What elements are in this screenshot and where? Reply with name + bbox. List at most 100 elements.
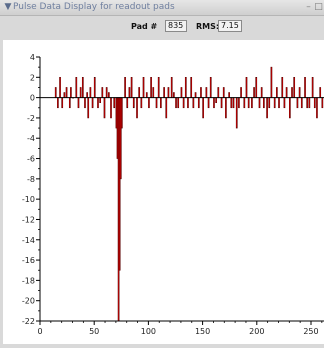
- pulse-bar: [293, 77, 296, 98]
- pulse-bar: [184, 77, 187, 98]
- y-tick-label: -16: [22, 256, 35, 265]
- pulse-bar: [101, 87, 104, 98]
- pulse-bar: [142, 77, 145, 98]
- pulse-bar: [311, 77, 314, 98]
- title-bar[interactable]: ▼ Pulse Data Display for readout pads – …: [0, 0, 324, 16]
- pulse-bar: [175, 97, 177, 109]
- pulse-bar: [128, 87, 131, 98]
- pulse-bar: [84, 97, 86, 109]
- pulse-bar: [228, 92, 230, 98]
- pulse-bar: [213, 97, 215, 109]
- x-tick-label: 250: [303, 327, 318, 336]
- x-tick-label: 150: [195, 327, 210, 336]
- pulse-bar: [79, 87, 82, 98]
- pulse-chart: 420-2-4-6-8-10-12-14-16-18-20-220 50 100 15…: [22, 53, 324, 336]
- pulse-bar: [240, 87, 242, 98]
- pulse-bar: [260, 87, 263, 98]
- pulse-bar: [57, 97, 59, 109]
- pulse-bar: [253, 87, 255, 98]
- pulse-bar: [167, 87, 170, 98]
- pulse-bar: [124, 77, 126, 98]
- pulse-bar: [177, 97, 180, 109]
- pulse-bar: [155, 97, 158, 109]
- pulse-bar: [77, 97, 80, 109]
- pulse-bar: [306, 97, 309, 109]
- pulse-bar: [313, 97, 316, 109]
- pulse-bar: [308, 97, 311, 109]
- pulse-bar: [321, 97, 324, 109]
- pulse-bar: [278, 97, 280, 109]
- pulse-bar: [113, 97, 116, 109]
- pulse-bar: [63, 92, 66, 98]
- pulse-bar: [222, 87, 225, 98]
- pulse-bar: [285, 87, 288, 98]
- pulse-bar: [225, 97, 227, 119]
- pulse-bar: [107, 92, 110, 98]
- pulse-bar: [148, 97, 150, 109]
- pulse-bar: [273, 97, 276, 109]
- pulse-bar: [121, 97, 123, 129]
- axes-group: 420-2-4-6-8-10-12-14-16-18-20-220 50 100 15…: [22, 53, 324, 336]
- pulse-bar: [304, 77, 306, 98]
- pulse-bar: [296, 97, 299, 109]
- pulse-bar: [270, 66, 273, 98]
- pulse-bar: [300, 97, 303, 109]
- y-tick-label: -10: [22, 195, 35, 204]
- y-tick-label: -22: [22, 317, 35, 326]
- pulse-bar: [110, 97, 112, 119]
- pulse-plot: 4 2 0 -2 -4 -6 -8 -10 -12 -14 -16 -18 -20 -22 0 50 100 15…: [3, 40, 324, 344]
- pulse-bar: [105, 87, 108, 98]
- pulse-bar: [87, 97, 90, 119]
- pulse-bar: [255, 77, 258, 98]
- pulse-bar: [316, 97, 318, 119]
- pulse-bar: [145, 92, 148, 98]
- y-tick-label: -12: [22, 215, 35, 224]
- y-tick-label: -14: [22, 236, 35, 245]
- pulse-bar: [68, 97, 71, 109]
- x-tick-label: 50: [89, 327, 99, 336]
- x-tick-label: 0: [37, 327, 42, 336]
- pulse-bar: [251, 97, 253, 109]
- y-tick-label: -18: [22, 276, 35, 285]
- x-tick-label: 200: [249, 327, 264, 336]
- pulse-bar: [276, 87, 278, 98]
- pulse-bar: [130, 77, 133, 98]
- pulse-bar: [319, 87, 322, 98]
- pulse-bar: [220, 97, 223, 109]
- pulse-bar: [187, 97, 189, 109]
- pulse-bar: [217, 87, 220, 98]
- pulse-bar: [86, 92, 88, 98]
- pad-label: Pad #: [131, 22, 158, 31]
- chevron-down-icon[interactable]: ▼: [4, 2, 12, 12]
- y-tick-label: -20: [22, 297, 35, 306]
- y-tick-label: -8: [27, 175, 35, 184]
- rms-value-field[interactable]: 7.15: [218, 20, 242, 32]
- pulse-bar: [205, 87, 208, 98]
- pulse-bar: [99, 97, 102, 103]
- pulse-bar: [245, 77, 248, 98]
- pulse-bar: [207, 97, 210, 109]
- pulse-bar: [281, 77, 284, 98]
- pulse-bar: [235, 97, 238, 129]
- pulse-bar: [291, 87, 293, 98]
- window-title: Pulse Data Display for readout pads: [13, 2, 175, 12]
- pad-number-field[interactable]: 835: [165, 20, 187, 32]
- pulse-bar: [266, 97, 268, 119]
- pulse-bar: [170, 77, 173, 98]
- pulse-bar: [215, 97, 217, 103]
- y-tick-label: -4: [27, 134, 35, 143]
- pulse-bar: [103, 97, 106, 119]
- pulse-bar: [258, 97, 261, 109]
- pulse-bar: [132, 97, 135, 109]
- pulse-bar: [75, 77, 78, 98]
- pulse-bar: [180, 87, 183, 98]
- pulse-bar: [289, 97, 291, 119]
- pulse-bar: [238, 97, 240, 109]
- pulse-bar: [200, 87, 202, 98]
- pulse-bar: [93, 77, 96, 98]
- pulse-bar: [230, 97, 233, 109]
- minimize-icon[interactable]: –: [306, 2, 311, 12]
- pulse-bar: [298, 87, 301, 98]
- pulse-bar: [70, 87, 72, 98]
- close-icon[interactable]: □: [314, 2, 323, 12]
